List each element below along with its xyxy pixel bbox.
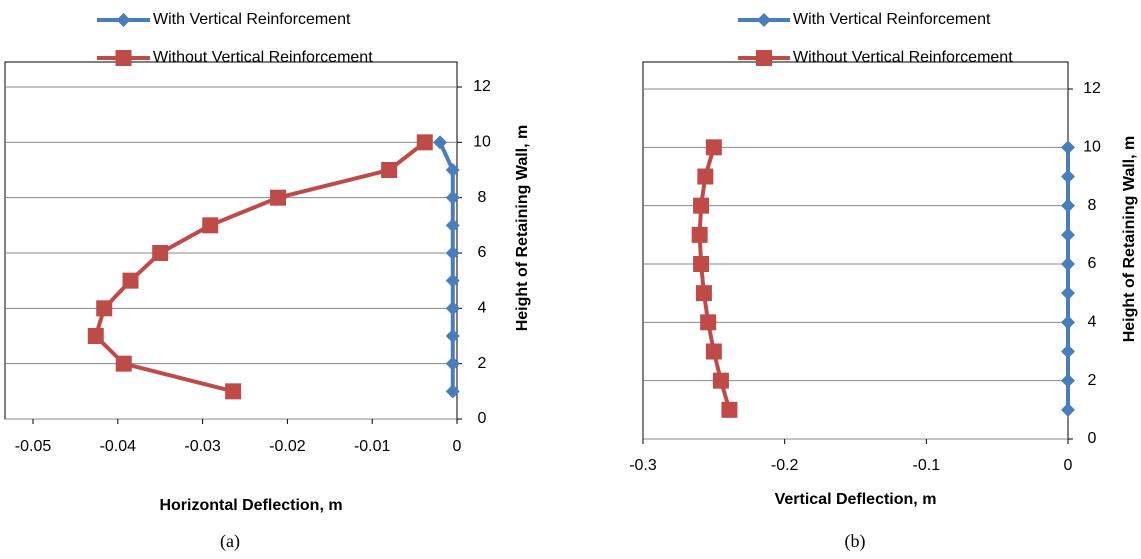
x-tick-label: -0.03 (184, 438, 221, 455)
data-point (445, 301, 460, 316)
data-point (87, 328, 104, 344)
legend-label: Without Vertical Reinforcement (153, 49, 373, 66)
y-tick-label: 8 (1088, 197, 1097, 214)
legend-label: Without Vertical Reinforcement (793, 49, 1013, 66)
data-point (445, 356, 460, 371)
data-point (445, 190, 460, 205)
y-tick-label: 4 (1088, 314, 1097, 331)
y-tick-label: 0 (1088, 430, 1097, 447)
x-axis-title: Vertical Deflection, m (775, 491, 937, 508)
legend-label: With Vertical Reinforcement (793, 11, 991, 28)
x-tick-label: -0.2 (771, 457, 799, 474)
series-line (438, 141, 455, 392)
data-point (445, 163, 460, 177)
data-point (225, 383, 242, 400)
data-point (152, 245, 169, 261)
data-point (115, 355, 132, 372)
data-point (445, 246, 460, 260)
x-tick-label: 0 (453, 438, 462, 455)
data-point (693, 197, 710, 214)
data-point (1061, 227, 1075, 242)
data-point (705, 343, 722, 360)
data-point (445, 218, 460, 233)
x-tick-label: -0.01 (354, 438, 391, 455)
legend-marker (757, 13, 771, 27)
y-tick-label: 6 (1088, 255, 1097, 272)
data-point (705, 139, 722, 156)
data-point (433, 135, 448, 150)
y-tick-label: 0 (478, 410, 487, 427)
data-point (1061, 198, 1075, 213)
plot-frame (4, 61, 458, 420)
y-tick-label: 8 (478, 189, 487, 206)
y-tick-label: 6 (478, 244, 487, 261)
data-point (122, 272, 139, 289)
series-line (697, 146, 732, 411)
data-point (697, 168, 714, 185)
y-tick-label: 4 (478, 300, 487, 317)
data-point (712, 372, 729, 389)
data-point (1061, 315, 1075, 330)
x-tick-label: 0 (1064, 457, 1073, 474)
caption: (b) (845, 531, 866, 552)
y-axis-title: Height of Retaining Wall, m (514, 125, 531, 332)
data-point (270, 189, 287, 206)
data-point (695, 285, 712, 302)
plot-frame (642, 61, 1069, 440)
data-point (1061, 140, 1075, 155)
x-axis-title: Horizontal Deflection, m (159, 497, 342, 514)
data-point (445, 273, 460, 288)
data-point (700, 314, 717, 331)
y-tick-label: 2 (1088, 372, 1097, 389)
y-tick-label: 2 (478, 355, 487, 372)
legend-marker (756, 50, 772, 66)
y-axis-title: Height of Retaining Wall, m (1121, 136, 1138, 343)
data-point (693, 256, 710, 272)
data-point (721, 401, 738, 418)
caption: (a) (220, 531, 240, 552)
data-point (1061, 257, 1075, 271)
x-tick-label: -0.05 (15, 438, 52, 455)
data-point (1061, 169, 1075, 184)
data-point (202, 217, 219, 234)
legend-label: With Vertical Reinforcement (153, 11, 351, 28)
y-tick-label: 12 (1083, 80, 1101, 97)
x-tick-label: -0.02 (269, 438, 306, 455)
data-point (381, 162, 398, 178)
data-point (445, 384, 460, 399)
data-point (691, 226, 708, 243)
y-tick-label: 10 (473, 134, 491, 151)
data-point (416, 134, 433, 151)
data-point (1061, 344, 1075, 359)
data-point (1061, 286, 1075, 301)
x-tick-label: -0.04 (100, 438, 137, 455)
y-tick-label: 12 (473, 78, 491, 95)
data-point (1061, 402, 1075, 417)
series-line (93, 140, 427, 394)
legend-marker (116, 13, 131, 27)
data-point (1061, 373, 1075, 388)
y-tick-label: 10 (1083, 139, 1101, 156)
x-tick-label: -0.1 (913, 457, 941, 474)
legend-marker (115, 50, 132, 66)
x-tick-label: -0.3 (629, 457, 657, 474)
data-point (445, 329, 460, 343)
data-point (96, 300, 113, 317)
